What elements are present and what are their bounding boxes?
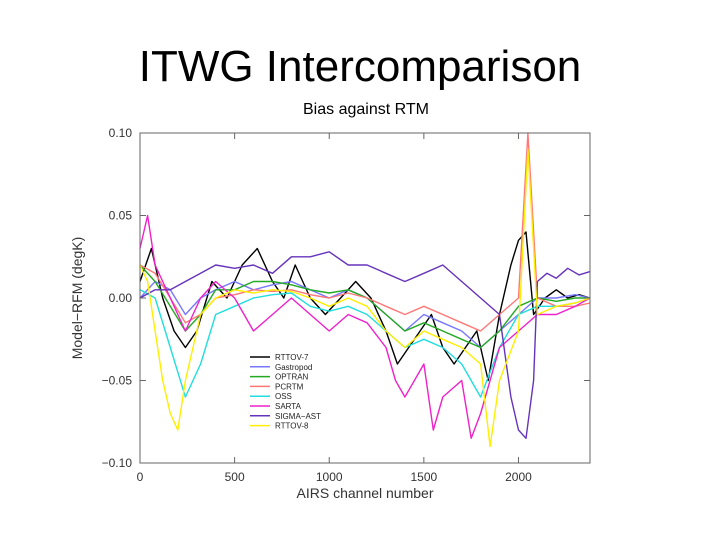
series-line-7 (139, 251, 591, 439)
chart-title: Bias against RTM (303, 101, 429, 118)
y-tick-label: 0.00 (109, 291, 133, 305)
series-layer (139, 132, 591, 448)
y-tick-label: 0.05 (109, 209, 133, 223)
x-axis-title: AIRS channel number (297, 485, 434, 501)
series-line-5 (139, 289, 591, 398)
x-tick-label: 500 (225, 470, 245, 484)
legend-label-2: Gastropod (275, 363, 312, 372)
y-axis-title: Model−RFM (degK) (69, 237, 85, 360)
x-tick-label: 2000 (505, 470, 532, 484)
legend-label-8: RTTOV-8 (275, 422, 309, 431)
series-line-4 (139, 132, 591, 332)
legend-label-7: SIGMA−AST (275, 412, 321, 421)
legend-label-5: OSS (275, 392, 292, 401)
slide-title: ITWG Intercomparison (138, 42, 582, 91)
series-line-8 (139, 148, 591, 448)
series-line-6 (139, 214, 591, 439)
x-tick-label: 0 (137, 470, 144, 484)
series-line-1 (139, 231, 591, 382)
y-tick-label: −0.05 (102, 374, 133, 388)
legend: RTTOV-7GastropodOPTRANPCRTMOSSSARTASIGMA… (250, 353, 321, 431)
legend-label-4: PCRTM (275, 382, 304, 391)
legend-label-3: OPTRAN (275, 373, 309, 382)
axes-layer: 0 500 1000 1500 2000 0.10 0.05 0.00 −0.05 −0.10 (102, 126, 590, 484)
x-tick-label: 1500 (411, 470, 438, 484)
legend-label-1: RTTOV-7 (275, 353, 309, 362)
x-tick-label: 1000 (316, 470, 343, 484)
legend-label-6: SARTA (275, 402, 302, 411)
y-tick-label: −0.10 (102, 456, 133, 470)
y-tick-label: 0.10 (109, 126, 133, 140)
series-line-3 (139, 264, 590, 349)
